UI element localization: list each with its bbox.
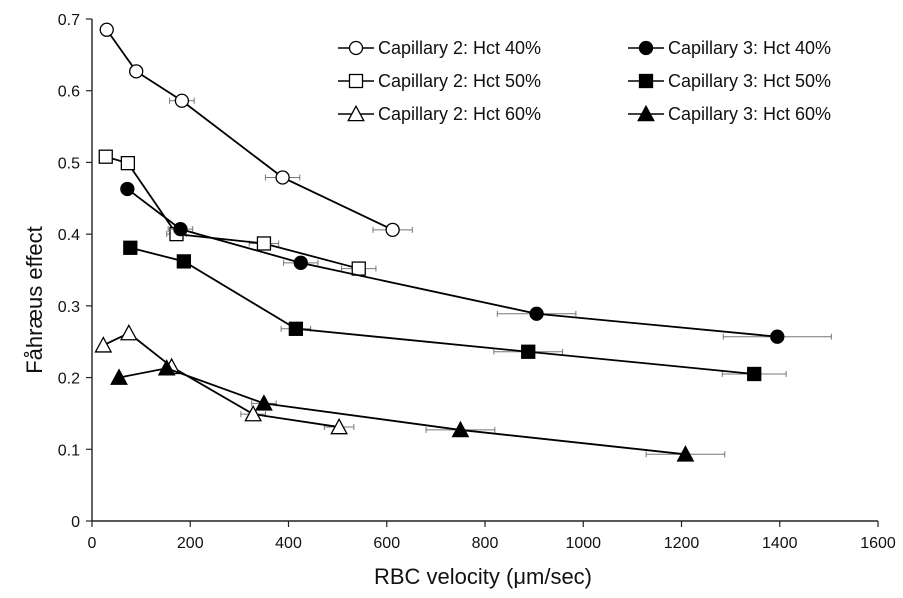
x-axis-title: RBC velocity (μm/sec) (374, 564, 592, 589)
data-point (98, 149, 113, 164)
y-tick-label: 0.1 (58, 442, 80, 459)
data-point (255, 394, 273, 411)
data-point (330, 417, 348, 435)
x-tick-label: 1400 (762, 535, 798, 552)
y-tick-label: 0.7 (58, 12, 80, 29)
series-3 (94, 323, 355, 435)
x-tick-label: 200 (177, 535, 204, 552)
data-point (176, 254, 192, 269)
data-point (385, 222, 400, 237)
legend-label: Capillary 3: Hct 40% (668, 38, 831, 58)
series-line (130, 246, 755, 375)
y-tick-label: 0.6 (58, 84, 80, 101)
data-point (94, 336, 113, 353)
legend-marker (347, 104, 365, 122)
y-tick-label: 0.3 (58, 299, 80, 316)
legend-label: Capillary 3: Hct 60% (668, 104, 831, 124)
y-tick-label: 0 (71, 514, 80, 531)
data-point (770, 329, 785, 344)
series-6 (110, 359, 726, 462)
legend: Capillary 2: Hct 40% Capillary 3: Hct 40%… (338, 38, 831, 124)
x-tick-label: 1000 (565, 535, 601, 552)
legend-marker (638, 40, 654, 56)
legend-marker (348, 40, 364, 56)
legend-item-4: Capillary 3: Hct 40% (628, 38, 831, 58)
series-4 (120, 181, 832, 344)
data-point (521, 344, 536, 359)
data-point (351, 261, 366, 276)
legend-item-5: Capillary 3: Hct 50% (628, 71, 831, 91)
legend-label: Capillary 2: Hct 40% (378, 38, 541, 58)
legend-label: Capillary 2: Hct 60% (378, 104, 541, 124)
data-point (129, 64, 144, 79)
data-point (110, 368, 128, 385)
data-point (256, 236, 272, 251)
series-line (102, 332, 340, 428)
data-point (676, 445, 695, 462)
x-tick-label: 600 (373, 535, 400, 552)
data-point (119, 323, 138, 341)
series-5 (123, 240, 787, 382)
series-2 (98, 149, 377, 276)
y-axis-title: Fåhræus effect (22, 226, 47, 374)
data-point (747, 366, 762, 382)
axes: 0 200 400 600 800 1000 1200 1400 1600 0 0.1 0.2 0.3 0… (58, 12, 896, 552)
legend-marker (638, 73, 654, 89)
data-point (451, 420, 470, 438)
series-line (126, 188, 778, 338)
legend-item-2: Capillary 2: Hct 50% (338, 71, 541, 91)
data-point (99, 22, 114, 37)
legend-label: Capillary 3: Hct 50% (668, 71, 831, 91)
y-tick-label: 0.5 (58, 155, 80, 172)
legend-marker (348, 73, 364, 89)
legend-item-6: Capillary 3: Hct 60% (628, 104, 831, 124)
data-point (174, 93, 190, 108)
y-tick-label: 0.2 (58, 371, 80, 388)
series-line (106, 29, 394, 231)
series-line (118, 367, 686, 456)
data-point (293, 255, 308, 270)
data-point (288, 321, 304, 336)
x-tick-label: 1600 (860, 535, 896, 552)
series-1 (99, 22, 413, 237)
legend-item-3: Capillary 2: Hct 60% (338, 104, 541, 124)
series-layer (94, 22, 832, 462)
x-tick-label: 1200 (664, 535, 700, 552)
data-point (173, 221, 188, 237)
data-point (123, 240, 138, 255)
data-point (244, 404, 263, 422)
data-point (157, 359, 176, 376)
data-point (120, 181, 135, 197)
data-point (120, 155, 136, 171)
x-tick-label: 400 (275, 535, 302, 552)
y-tick-label: 0.4 (58, 227, 80, 244)
legend-item-1: Capillary 2: Hct 40% (338, 38, 541, 58)
legend-label: Capillary 2: Hct 50% (378, 71, 541, 91)
x-tick-label: 800 (472, 535, 499, 552)
x-tick-label: 0 (88, 535, 97, 552)
data-point (275, 170, 290, 185)
legend-marker (637, 104, 655, 122)
data-point (529, 306, 544, 321)
